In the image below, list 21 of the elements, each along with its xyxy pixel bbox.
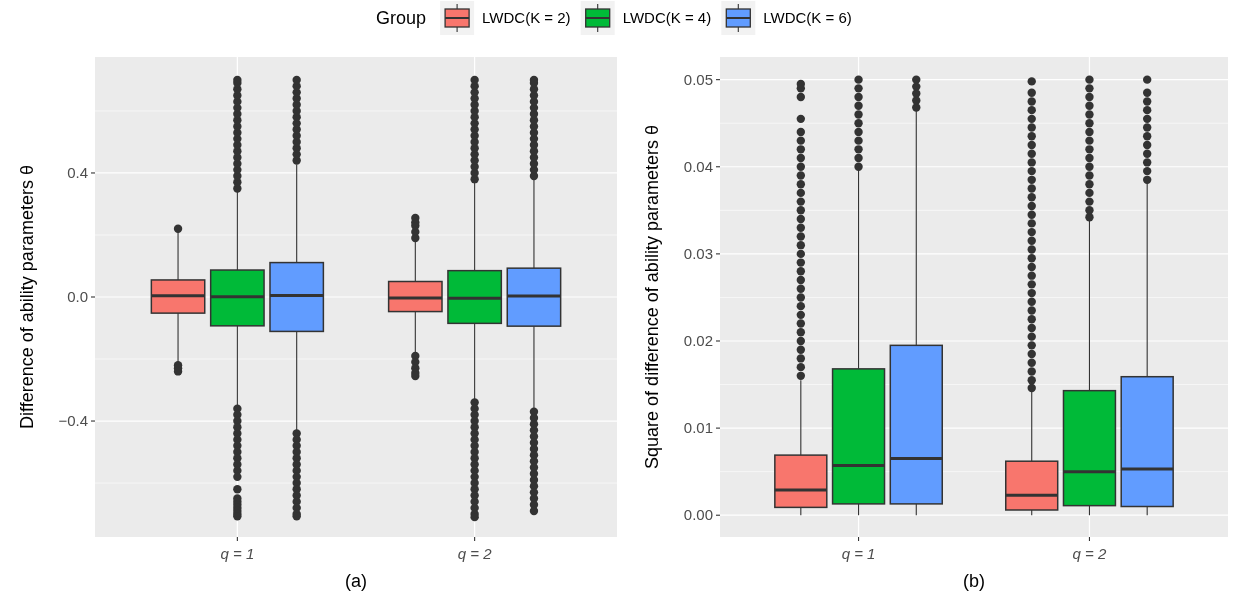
x-tick-label: q = 1: [841, 545, 876, 562]
x-tick-label: q = 2: [457, 545, 493, 562]
y-tick-label: 0.4: [67, 164, 88, 182]
legend-label: LWDC(K = 6): [763, 9, 852, 27]
y-tick-label: −0.4: [58, 412, 88, 430]
y-tick-label: 0.05: [683, 70, 713, 88]
x-tick-label: q = 2: [1072, 545, 1107, 562]
y-tick-label: 0.03: [683, 245, 713, 263]
y-tick-label: 0.04: [683, 158, 713, 176]
y-tick-label: 0.01: [683, 419, 713, 437]
legend-label: LWDC(K = 2): [482, 9, 571, 27]
y-tick-label: 0.02: [683, 332, 713, 350]
y-tick-label: 0.0: [67, 288, 88, 306]
y-axis-title: Difference of ability parameters θ: [17, 165, 37, 429]
x-axis-title: (a): [345, 571, 367, 591]
y-tick-label: 0.00: [683, 506, 713, 524]
y-axis-title: Square of difference of ability parameters θ: [642, 125, 662, 469]
legend-title: Group: [376, 8, 427, 29]
x-tick-label: q = 1: [220, 545, 255, 562]
legend-label: LWDC(K = 4): [622, 9, 712, 27]
x-axis-title: (b): [963, 571, 985, 591]
